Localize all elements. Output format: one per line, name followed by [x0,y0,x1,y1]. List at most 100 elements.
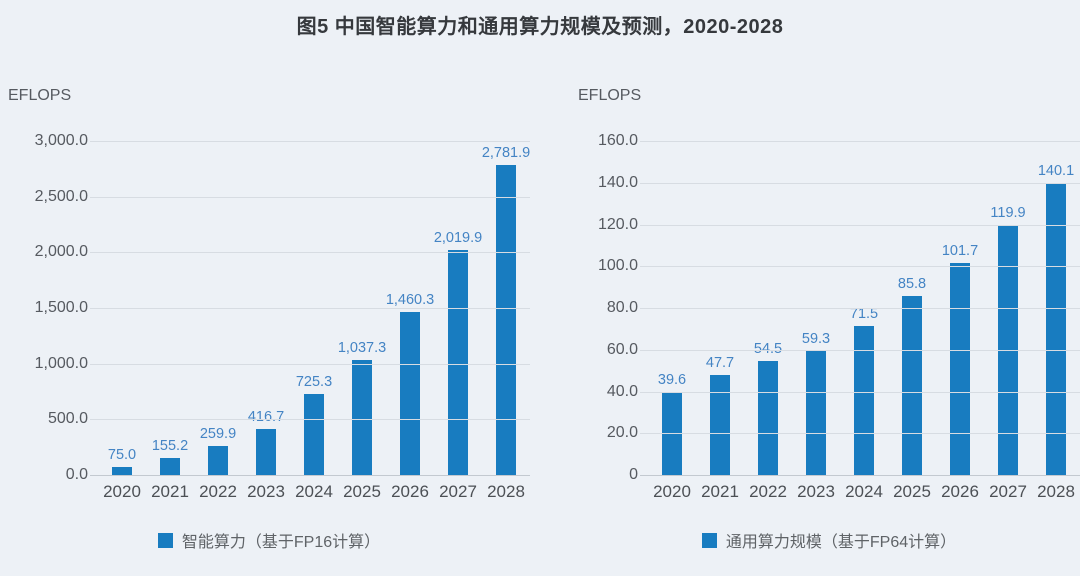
y-tick-label: 60.0 [606,340,638,358]
y-tick-label: 3,000.0 [34,132,88,149]
y-tick-label: 140.0 [597,173,638,191]
bar-2028 [1046,182,1066,475]
bar-group-2020: 75.0 [98,141,146,475]
bar-2025 [902,295,922,475]
bar-value-label: 85.8 [897,275,927,292]
gridline [90,196,530,198]
y-tick-label: 0.0 [65,466,88,483]
x-tick-label: 2022 [199,482,237,501]
bar-group-2024: 725.3 [290,141,338,475]
x-tick-label: 2021 [701,482,739,501]
gridline [640,349,1080,351]
y-tick-label: 40.0 [606,382,638,400]
charts-row: EFLOPS 3,000.0 2,500.0 2,000.0 1,500.0 1,000… [0,87,1080,552]
bar-value-label: 119.9 [990,204,1026,221]
plot-area: 39.6 47.7 54.5 59.3 71.5 85.8 101.7 119.9 140.1 [640,141,1080,476]
gridline [90,419,530,421]
plot-row: 3,000.0 2,500.0 2,000.0 1,500.0 1,000.0 500.0… [8,132,531,483]
bar-group-2025: 85.8 [888,141,936,475]
legend-label: 智能算力（基于FP16计算） [181,534,381,551]
gridline [90,363,530,365]
plot-area: 75.0 155.2 259.9 416.7 725.3 1,037.3 1,460.3 2,… [90,141,530,476]
gridline [90,308,530,309]
x-tick-label: 2024 [845,482,883,501]
page-title: 图5 中国智能算力和通用算力规模及预测，2020-2028 [296,16,784,38]
x-axis: 2020 2021 2022 2023 2024 2025 2026 2027 2028 [98,482,530,502]
bar-value-label: 1,037.3 [337,339,387,356]
gridline [640,141,1080,142]
gridline [640,266,1080,268]
bar-group-2026: 1,460.3 [386,141,434,475]
bar-2024 [304,394,324,475]
gridline [640,433,1080,435]
x-tick-label: 2025 [343,482,381,501]
bar-group-2021: 155.2 [146,141,194,475]
x-tick-label: 2028 [1037,482,1075,501]
gridline [640,182,1080,184]
y-tick-label: 120.0 [597,215,638,233]
bar-2021 [160,457,180,475]
bar-group-2025: 1,037.3 [338,141,386,475]
legend: 智能算力（基于FP16计算） [8,528,530,552]
bar-2025 [352,359,372,475]
bar-value-label: 39.6 [657,372,687,389]
bar-group-2024: 71.5 [840,141,888,475]
bar-2028 [496,165,516,475]
chart-general-computing: EFLOPS 160.0 140.0 120.0 100.0 80.0 60.0 40.0 2… [578,87,1080,552]
bar-value-label: 59.3 [801,331,831,348]
bar-value-label: 2,781.9 [481,145,531,162]
x-axis: 2020 2021 2022 2023 2024 2025 2026 2027 2028 [648,482,1080,502]
y-axis: 3,000.0 2,500.0 2,000.0 1,500.0 1,000.0 500.0… [8,132,88,483]
y-tick-label: 2,000.0 [34,243,88,261]
x-tick-label: 2021 [151,482,189,501]
bar-group-2028: 140.1 [1032,141,1080,475]
bar-group-2022: 54.5 [744,141,792,475]
x-tick-label: 2026 [391,482,429,501]
bar-value-label: 2,019.9 [433,230,483,247]
bar-value-label: 101.7 [941,242,979,259]
x-tick-label: 2024 [295,482,333,501]
x-tick-label: 2022 [749,482,787,501]
x-tick-label: 2023 [797,482,835,501]
bar-2027 [448,250,468,475]
bar-value-label: 1,460.3 [385,292,435,309]
bar-2026 [400,312,420,475]
y-tick-label: 20.0 [606,424,638,442]
x-axis-baseline [90,475,530,476]
bar-2026 [950,262,970,475]
bar-value-label: 54.5 [753,341,783,358]
legend-label: 通用算力规模（基于FP64计算） [725,534,957,551]
y-tick-label: 500.0 [47,410,88,428]
bar-value-label: 259.9 [199,426,237,443]
x-tick-label: 2028 [487,482,525,501]
bar-2020 [112,466,132,475]
x-tick-label: 2020 [653,482,691,501]
bar-group-2023: 59.3 [792,141,840,475]
y-axis-unit-label: EFLOPS [578,87,642,104]
y-axis-unit-label: EFLOPS [8,87,72,104]
bar-group-2028: 2,781.9 [482,141,530,475]
x-tick-label: 2027 [439,482,477,501]
gridline [90,141,530,142]
y-tick-label: 2,500.0 [34,187,88,205]
x-tick-label: 2026 [941,482,979,501]
gridline [90,252,530,254]
bar-group-2026: 101.7 [936,141,984,475]
y-tick-label: 1,500.0 [34,299,88,316]
gridline [640,391,1080,393]
y-axis: 160.0 140.0 120.0 100.0 80.0 60.0 40.0 20.0 0 [578,132,638,483]
plot-row: 160.0 140.0 120.0 100.0 80.0 60.0 40.0 20.0 0 39… [578,132,1080,483]
x-tick-label: 2023 [247,482,285,501]
bar-value-label: 725.3 [295,374,333,391]
legend: 通用算力规模（基于FP64计算） [578,528,1080,552]
bar-value-label: 75.0 [107,446,137,463]
x-tick-label: 2020 [103,482,141,501]
bar-value-label: 140.1 [1037,162,1075,179]
y-tick-label: 0 [629,466,638,483]
y-tick-label: 160.0 [597,132,638,149]
x-axis-baseline [640,475,1080,476]
bar-group-2027: 2,019.9 [434,141,482,475]
bar-2022 [208,446,228,475]
gridline [640,308,1080,309]
bar-value-label: 47.7 [705,355,735,372]
